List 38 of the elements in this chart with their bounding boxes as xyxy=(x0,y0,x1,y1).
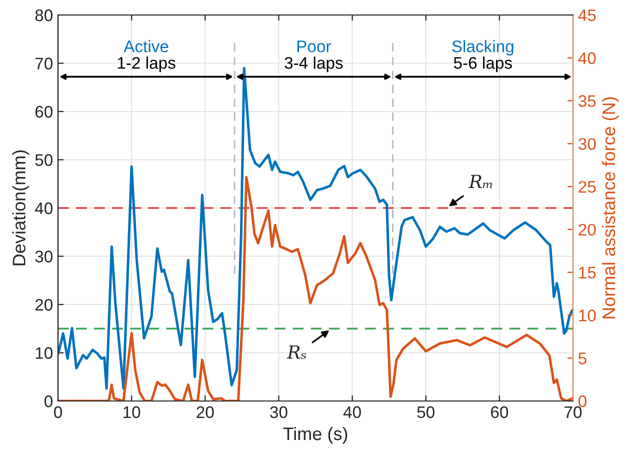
y-axis-title: Deviation(mm) xyxy=(12,150,30,266)
y2-tick-label: 25 xyxy=(578,180,596,193)
annotation: 3-4 laps xyxy=(284,56,343,72)
y2-axis-title: Normal assistance force (N) xyxy=(602,97,619,318)
y-tick-label: 60 xyxy=(35,106,52,118)
y-tick-label: 10 xyxy=(36,347,52,359)
annotation: 5-6 laps xyxy=(454,56,512,72)
x-tick-label: 30 xyxy=(270,406,288,418)
y-tick-label: 70 xyxy=(35,58,52,70)
y-tick-label: 0 xyxy=(44,395,52,408)
x-tick-label: 40 xyxy=(343,406,361,418)
y-tick-label: 40 xyxy=(34,202,52,214)
y-tick-label: 80 xyxy=(35,9,52,22)
y2-tick-label: 0 xyxy=(578,395,586,408)
y2-tick-label: 5 xyxy=(578,352,586,364)
x-axis-title: Time (s) xyxy=(283,426,348,444)
y-tick-label: 50 xyxy=(35,154,52,166)
y2-tick-label: 35 xyxy=(578,95,596,107)
y-tick-label: 30 xyxy=(35,250,52,262)
x-tick-label: 70 xyxy=(564,406,582,418)
x-tick-label: 0 xyxy=(54,406,62,418)
annotation: Poor xyxy=(297,40,331,52)
x-tick-label: 60 xyxy=(491,406,508,418)
y2-tick-label: 30 xyxy=(578,138,596,150)
annotation: Rₛ xyxy=(286,345,306,359)
annotation: 1-2 laps xyxy=(118,56,176,72)
y2-tick-label: 15 xyxy=(579,266,596,279)
x-tick-label: 10 xyxy=(124,406,140,418)
annotation: Slacking xyxy=(452,40,514,56)
y2-tick-label: 45 xyxy=(578,10,596,22)
x-tick-label: 50 xyxy=(417,406,434,418)
annotation: Active xyxy=(124,40,168,52)
y2-tick-label: 40 xyxy=(578,52,596,64)
y-tick-label: 20 xyxy=(35,298,52,311)
y2-tick-label: 10 xyxy=(579,310,596,322)
annotation: Rₘ xyxy=(468,174,492,188)
y2-tick-label: 20 xyxy=(578,224,596,236)
x-tick-label: 20 xyxy=(196,406,214,418)
